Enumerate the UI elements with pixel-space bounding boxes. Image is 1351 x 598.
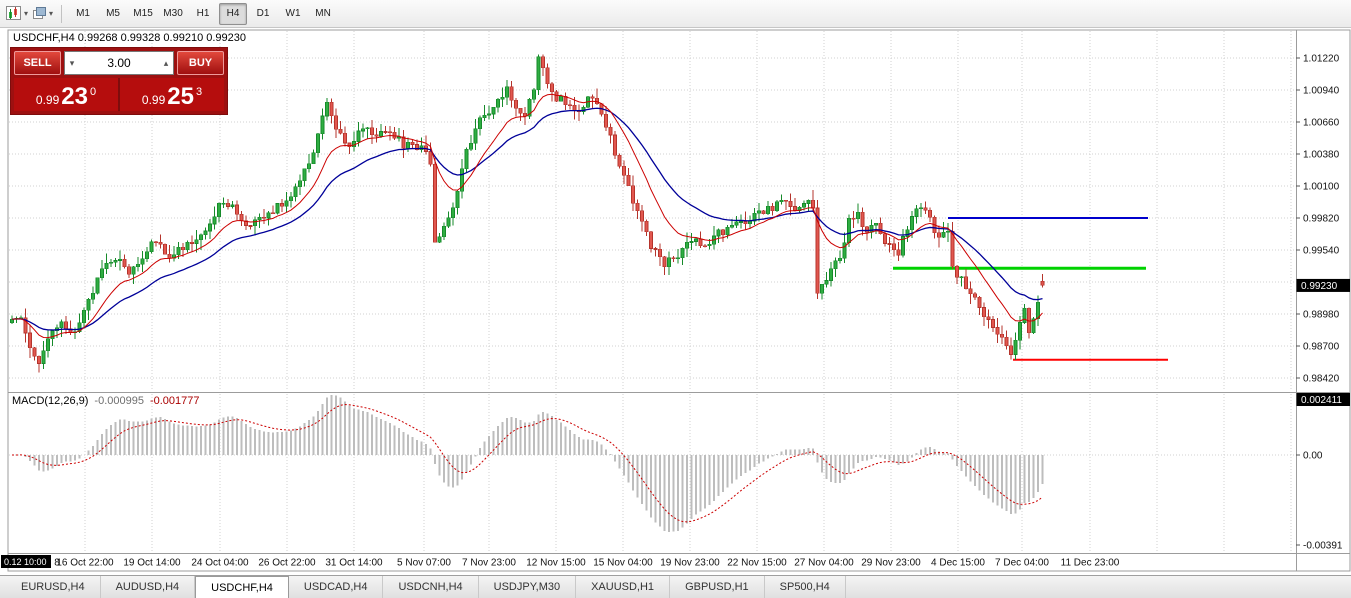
- drawn-horizontal-lines[interactable]: [893, 217, 1168, 361]
- time-axis-label: 27 Nov 04:00: [794, 558, 854, 569]
- time-axis-label: 31 Oct 14:00: [325, 558, 383, 569]
- time-axis[interactable]: 0.12 10:00 816 Oct 22:00 19 Oct 14:00 24 Oc…: [1, 555, 1120, 569]
- timeframe-button-m15[interactable]: M15: [133, 7, 153, 19]
- time-axis-label: 19 Oct 14:00: [123, 558, 181, 569]
- time-axis-label: 16 Oct 22:00: [56, 558, 114, 569]
- time-axis-badge: [1, 555, 51, 568]
- chart-tab-eurusd[interactable]: EURUSD,H4: [6, 576, 101, 598]
- price-axis-label: 0.99820: [1303, 214, 1340, 225]
- sell-price-big: 23: [61, 83, 88, 110]
- price-axis-label: 1.00940: [1303, 86, 1340, 97]
- price-divider: [118, 78, 120, 111]
- timeframe-button-m5[interactable]: M5: [106, 7, 120, 19]
- time-axis-label: 12 Nov 15:00: [526, 558, 586, 569]
- buy-button[interactable]: BUY: [177, 51, 224, 75]
- profiles-button[interactable]: ▾: [30, 5, 55, 22]
- chart-tab-usdchf[interactable]: USDCHF,H4: [195, 576, 289, 598]
- chart-tab-gbpusd[interactable]: GBPUSD,H1: [670, 576, 765, 598]
- time-axis-label: 15 Nov 04:00: [593, 558, 653, 569]
- new-chart-icon: [6, 6, 21, 20]
- current-price-badge: [1296, 278, 1350, 292]
- time-axis-label: 11 Dec 23:00: [1061, 558, 1120, 569]
- macd-value-badge: [1296, 393, 1350, 407]
- sell-button[interactable]: SELL: [14, 51, 61, 75]
- chart-tab-usdcad[interactable]: USDCAD,H4: [289, 576, 384, 598]
- price-scale[interactable]: 1.01220 1.00940 1.00660 1.00380 1.00100 0.998…: [1296, 54, 1350, 552]
- price-axis-label: 0.98980: [1303, 310, 1340, 321]
- top-toolbar: ▾ ▾ M1 M5 M15 M30 H1 H4 D1 W1 MN: [0, 0, 1351, 28]
- buy-price-small: 0.99: [141, 93, 166, 107]
- buy-price-sup: 3: [195, 86, 203, 98]
- buy-price[interactable]: 0.99 25 3: [120, 78, 224, 111]
- timeframe-button-d1[interactable]: D1: [256, 7, 270, 19]
- chart-tab-usdcnh[interactable]: USDCNH,H4: [383, 576, 479, 598]
- time-axis-label: 29 Nov 23:00: [861, 558, 921, 569]
- time-axis-label: 26 Oct 22:00: [258, 558, 316, 569]
- macd-value-signal: -0.001777: [150, 395, 200, 407]
- time-axis-label: 7 Nov 23:00: [462, 558, 516, 569]
- chart-title: USDCHF,H4 0.99268 0.99328 0.99210 0.9923…: [13, 32, 246, 44]
- volume-stepper[interactable]: ▾ 3.00 ▴: [64, 51, 174, 75]
- time-axis-label: 5 Nov 07:00: [397, 558, 451, 569]
- profiles-icon: [33, 7, 47, 19]
- timeframe-button-h1[interactable]: H1: [196, 7, 210, 19]
- macd-label: MACD(12,26,9) -0.000995 -0.001777: [12, 395, 200, 407]
- chevron-down-icon: ▾: [24, 9, 29, 18]
- candlestick-series: [10, 54, 1045, 373]
- chevron-down-icon: ▾: [49, 9, 54, 18]
- one-click-trading-panel: SELL ▾ 3.00 ▴ BUY 0.99 23 0 0.99 25 3: [10, 47, 228, 115]
- moving-averages: [11, 93, 1043, 339]
- sell-price[interactable]: 0.99 23 0: [14, 78, 118, 111]
- volume-increase-button[interactable]: ▴: [163, 57, 169, 68]
- new-chart-button[interactable]: ▾: [4, 5, 30, 22]
- chart-tab-usdjpy[interactable]: USDJPY,M30: [479, 576, 577, 598]
- chart-tab-sp500[interactable]: SP500,H4: [765, 576, 846, 598]
- sell-price-sup: 0: [89, 86, 97, 98]
- toolbar-separator: [61, 4, 63, 23]
- buy-price-big: 25: [167, 83, 194, 110]
- timeframe-button-mn[interactable]: MN: [315, 7, 331, 19]
- time-axis-label: 7 Dec 04:00: [995, 558, 1049, 569]
- macd-axis-label: -0.00391: [1303, 541, 1343, 552]
- macd-axis-label: 0.00: [1303, 451, 1323, 462]
- chart-tab-audusd[interactable]: AUDUSD,H4: [101, 576, 196, 598]
- volume-decrease-button[interactable]: ▾: [69, 57, 75, 68]
- time-axis-label: 24 Oct 04:00: [191, 558, 249, 569]
- timeframe-button-m30[interactable]: M30: [163, 7, 183, 19]
- macd-value-badge-text: 0.002411: [1301, 395, 1342, 406]
- time-axis-label: 4 Dec 15:00: [931, 558, 985, 569]
- price-axis-label: 1.00660: [1303, 118, 1340, 129]
- macd-value-main: -0.000995: [94, 395, 144, 407]
- sell-price-small: 0.99: [35, 93, 60, 107]
- price-axis-label: 0.98420: [1303, 374, 1340, 385]
- volume-value[interactable]: 3.00: [107, 56, 131, 70]
- time-axis-label: 19 Nov 23:00: [660, 558, 720, 569]
- time-axis-label: 8: [54, 558, 60, 569]
- price-axis-label: 1.00100: [1303, 182, 1340, 193]
- chart-tab-bar: EURUSD,H4 AUDUSD,H4 USDCHF,H4 USDCAD,H4 USDC…: [0, 575, 1351, 598]
- price-axis-label: 0.98700: [1303, 342, 1340, 353]
- price-axis-label: 1.00380: [1303, 150, 1340, 161]
- timeframe-button-w1[interactable]: W1: [285, 7, 301, 19]
- current-price-badge-text: 0.99230: [1301, 281, 1338, 292]
- timeframe-button-h4[interactable]: H4: [219, 2, 248, 25]
- timeframe-button-m1[interactable]: M1: [76, 7, 90, 19]
- price-axis-label: 1.01220: [1303, 54, 1340, 65]
- macd-name: MACD(12,26,9): [12, 395, 88, 407]
- time-axis-badge-text: 0.12 10:00: [4, 557, 47, 567]
- chart-tab-xauusd[interactable]: XAUUSD,H1: [576, 576, 671, 598]
- macd-indicator: [11, 394, 1044, 532]
- time-axis-label: 22 Nov 15:00: [727, 558, 787, 569]
- timeframe-buttons: M1 M5 M15 M30 H1 H4 D1 W1 MN: [68, 2, 338, 25]
- price-axis-label: 0.99540: [1303, 246, 1340, 257]
